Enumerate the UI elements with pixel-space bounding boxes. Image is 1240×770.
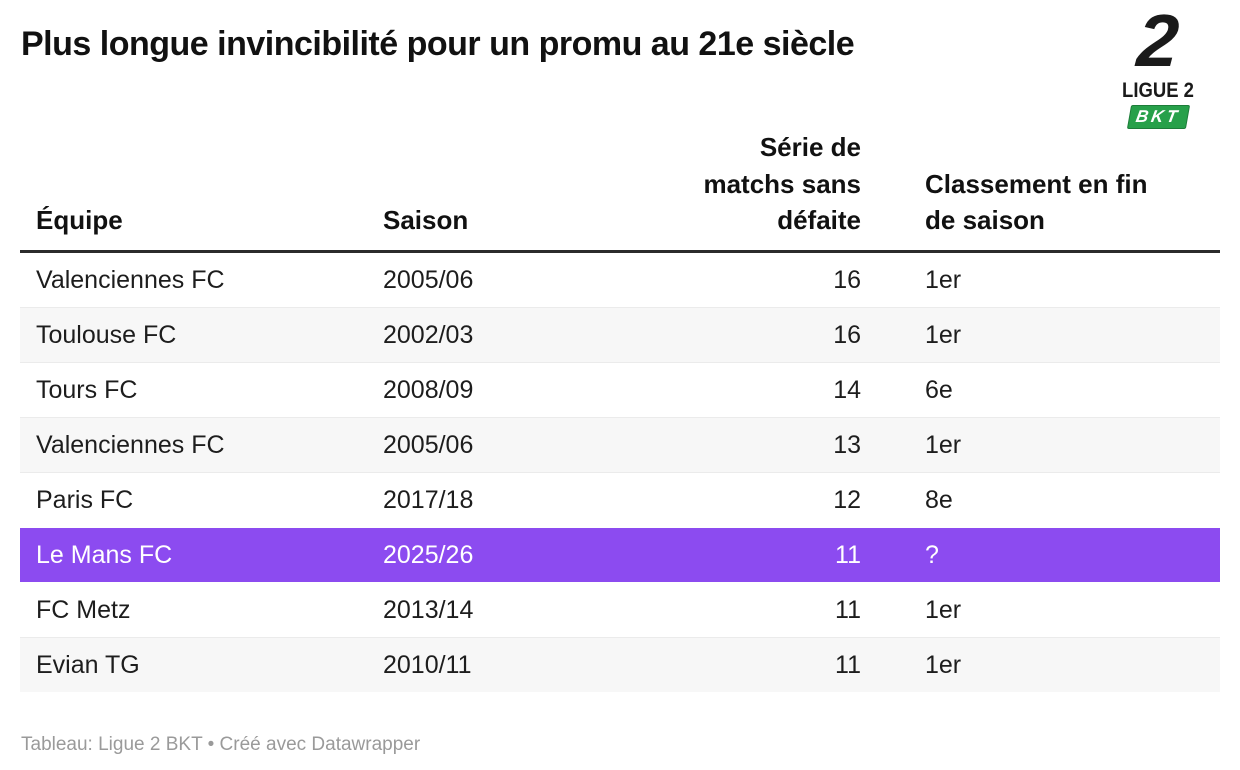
cell-classement: 1er	[877, 307, 1220, 363]
table-row-highlighted: Le Mans FC 2025/26 11 ?	[20, 527, 1220, 583]
column-header-saison: Saison	[367, 129, 607, 254]
cell-equipe: Valenciennes FC	[20, 417, 367, 473]
cell-serie: 16	[607, 307, 877, 363]
table-row: Toulouse FC 2002/03 16 1er	[20, 307, 1220, 363]
cell-equipe: FC Metz	[36, 595, 131, 624]
cell-saison: 2002/03	[367, 307, 607, 363]
cell-equipe: Toulouse FC	[20, 307, 367, 363]
cell-serie: 16	[833, 265, 861, 294]
cell-serie: 11	[607, 637, 877, 693]
cell-classement: 1er	[877, 417, 1220, 473]
cell-serie: 11	[835, 540, 861, 569]
cell-serie: 11	[835, 595, 861, 624]
cell-classement: ?	[925, 540, 939, 569]
cell-serie: 13	[607, 417, 877, 473]
page-title: Plus longue invincibilité pour un promu …	[21, 25, 855, 63]
table-row: Evian TG 2010/11 11 1er	[20, 637, 1220, 693]
cell-saison: 2010/11	[367, 637, 607, 693]
cell-saison: 2017/18	[367, 472, 607, 528]
cell-classement: 1er	[925, 595, 962, 624]
attribution-text: Tableau: Ligue 2 BKT • Créé avec Datawra…	[21, 734, 421, 756]
cell-equipe: Evian TG	[20, 637, 367, 693]
cell-classement: 1er	[877, 637, 1220, 693]
cell-saison: 2005/06	[383, 265, 474, 294]
data-table: Équipe Saison Série de matchs sans défai…	[20, 129, 1220, 693]
cell-saison: 2013/14	[383, 595, 474, 624]
cell-serie: 14	[607, 362, 877, 418]
ligue2-wordmark: LIGUE 2	[1122, 79, 1194, 103]
column-header-serie: Série de matchs sans défaite	[607, 129, 877, 254]
table-row: Valenciennes FC 2005/06 13 1er	[20, 417, 1220, 473]
cell-saison: 2008/09	[367, 362, 607, 418]
cell-equipe: Paris FC	[20, 472, 367, 528]
cell-saison: 2025/26	[383, 540, 474, 569]
table-row: Paris FC 2017/18 12 8e	[20, 472, 1220, 528]
column-header-equipe: Équipe	[20, 129, 367, 254]
bkt-sponsor-badge: BKT	[1126, 105, 1190, 130]
table-header: Équipe Saison Série de matchs sans défai…	[20, 129, 1220, 254]
ligue2-logo: 2 LIGUE 2 BKT	[1108, 0, 1208, 130]
cell-serie: 12	[607, 472, 877, 528]
cell-equipe: Tours FC	[20, 362, 367, 418]
cell-classement: 8e	[877, 472, 1220, 528]
table-row: FC Metz 2013/14 11 1er	[20, 583, 1220, 638]
cell-classement: 1er	[925, 265, 962, 294]
column-header-classement: Classement en fin de saison	[877, 129, 1220, 254]
cell-saison: 2005/06	[367, 417, 607, 473]
cell-equipe: Valenciennes FC	[36, 265, 225, 294]
ligue2-numeral-icon: 2	[1134, 0, 1182, 82]
table-row: Tours FC 2008/09 14 6e	[20, 362, 1220, 418]
cell-classement: 6e	[877, 362, 1220, 418]
cell-equipe: Le Mans FC	[36, 540, 173, 569]
table-row: Valenciennes FC 2005/06 16 1er	[20, 252, 1220, 308]
